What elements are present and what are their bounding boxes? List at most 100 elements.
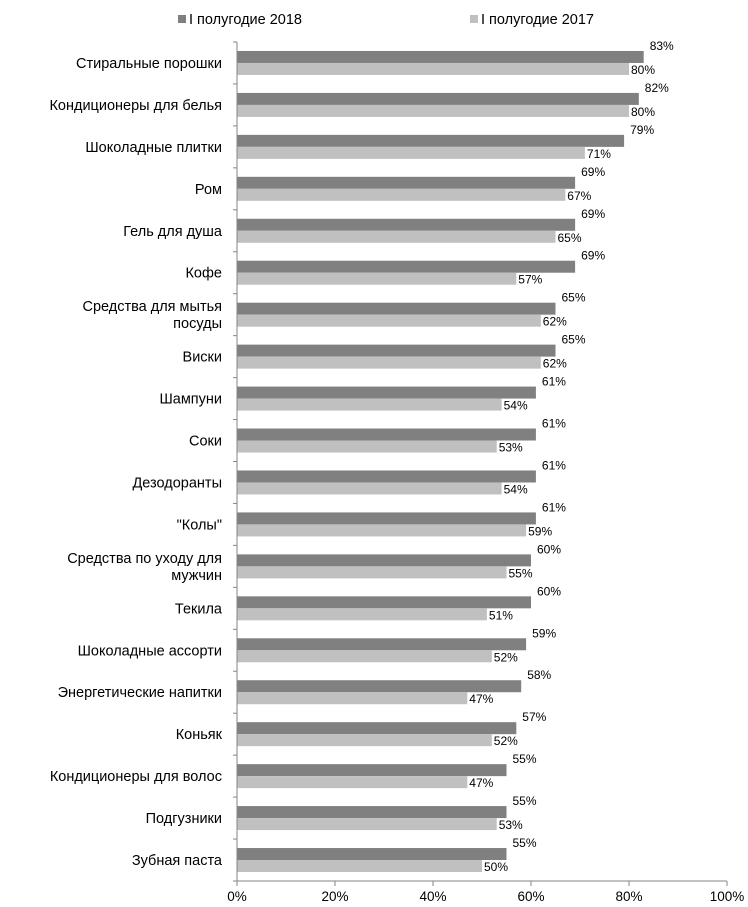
category-label-6-line-0: Средства для мытья [82,299,222,315]
bar-0-13 [237,596,531,609]
bar-0-12 [237,554,531,567]
category-label-7: Виски [183,350,222,366]
bar-0-17 [237,764,507,777]
category-label-15: Энергетические напитки [58,685,222,701]
bar-1-10 [237,482,502,495]
value-label-2018-6: 65% [562,291,586,305]
bar-0-16 [237,722,517,735]
chart-bars [237,50,644,873]
category-label-19: Зубная паста [132,853,223,869]
bar-0-10 [237,470,536,483]
category-label-12-line-0: Средства по уходу для [67,551,222,567]
bar-0-0 [237,50,644,63]
value-label-2018-12: 60% [537,542,561,556]
category-label-16: Коньяк [176,727,223,743]
category-label-4: Гель для душа [123,224,223,240]
category-label-6-line-1: посуды [173,316,222,332]
bar-1-1 [237,104,629,117]
legend-label-1: I полугодие 2017 [481,12,594,28]
bar-0-5 [237,260,576,273]
x-tick-label-5: 100% [710,889,745,904]
bar-0-8 [237,386,536,399]
value-label-2017-19: 50% [484,860,508,874]
category-label-9: Соки [189,434,222,450]
bar-1-18 [237,818,497,831]
value-label-2017-13: 51% [489,608,513,622]
bar-1-19 [237,860,482,873]
bar-0-15 [237,680,522,693]
value-label-2018-14: 59% [532,626,556,640]
category-label-10: Дезодоранты [132,475,222,491]
value-label-2017-5: 57% [518,273,542,287]
bar-1-11 [237,524,527,537]
value-label-2017-11: 59% [528,524,552,538]
value-label-2018-7: 65% [562,333,586,347]
value-label-2017-16: 52% [494,734,518,748]
x-tick-label-1: 20% [321,889,348,904]
category-label-2: Шоколадные плитки [85,140,222,156]
value-label-2018-1: 82% [645,81,669,95]
category-label-14: Шоколадные ассорти [78,643,222,659]
category-label-0: Стиральные порошки [76,56,222,72]
bar-0-14 [237,638,527,651]
value-label-2018-13: 60% [537,584,561,598]
bar-0-4 [237,218,576,231]
bar-1-5 [237,272,517,285]
value-label-2018-11: 61% [542,500,566,514]
value-label-2017-6: 62% [543,315,567,329]
value-label-2018-0: 83% [650,39,674,53]
x-tick-label-3: 60% [517,889,544,904]
value-label-2018-8: 61% [542,375,566,389]
x-tick-label-2: 40% [419,889,446,904]
category-label-1: Кондиционеры для белья [49,98,222,114]
value-label-2017-0: 80% [631,63,655,77]
chart-labels: 83% 80% Стиральные порошки 82% 80% Кондиционе… [49,39,674,874]
value-label-2017-3: 67% [567,189,591,203]
bar-1-13 [237,608,487,621]
value-label-2017-4: 65% [558,231,582,245]
bar-1-3 [237,188,566,201]
value-label-2017-18: 53% [499,818,523,832]
category-label-5: Кофе [185,266,222,282]
chart-legend: I полугодие 2018 I полугодие 2017 [178,12,594,28]
bar-1-9 [237,440,497,453]
category-label-13: Текила [175,601,223,617]
value-label-2017-7: 62% [543,357,567,371]
bar-0-3 [237,176,576,189]
value-label-2018-3: 69% [581,165,605,179]
bar-1-0 [237,62,629,75]
legend-label-0: I полугодие 2018 [189,12,302,28]
bar-1-12 [237,566,507,579]
x-tick-label-4: 80% [615,889,642,904]
bar-1-2 [237,146,585,159]
legend-swatch-0 [178,15,186,23]
bar-1-15 [237,692,468,705]
legend-swatch-1 [470,15,478,23]
bar-0-11 [237,512,536,525]
chart-axes: 0% 20% 40% 60% 80% 100% [227,41,745,904]
value-label-2018-2: 79% [630,123,654,137]
bar-1-14 [237,650,492,663]
value-label-2018-18: 55% [513,794,537,808]
value-label-2017-8: 54% [504,399,528,413]
value-label-2017-9: 53% [499,441,523,455]
bar-1-6 [237,314,541,327]
category-label-18: Подгузники [146,811,222,827]
category-label-17: Кондиционеры для волос [50,769,222,785]
value-label-2018-5: 69% [581,249,605,263]
value-label-2018-15: 58% [527,668,551,682]
value-label-2018-16: 57% [522,710,546,724]
value-label-2017-12: 55% [509,566,533,580]
value-label-2018-17: 55% [513,752,537,766]
bar-1-7 [237,356,541,369]
bar-1-8 [237,398,502,411]
value-label-2018-10: 61% [542,458,566,472]
category-label-12-line-1: мужчин [171,568,222,584]
bar-0-9 [237,428,536,441]
value-label-2018-19: 55% [513,836,537,850]
value-label-2018-9: 61% [542,417,566,431]
bar-0-2 [237,134,625,147]
category-label-11: "Колы" [177,517,222,533]
bar-1-17 [237,776,468,789]
